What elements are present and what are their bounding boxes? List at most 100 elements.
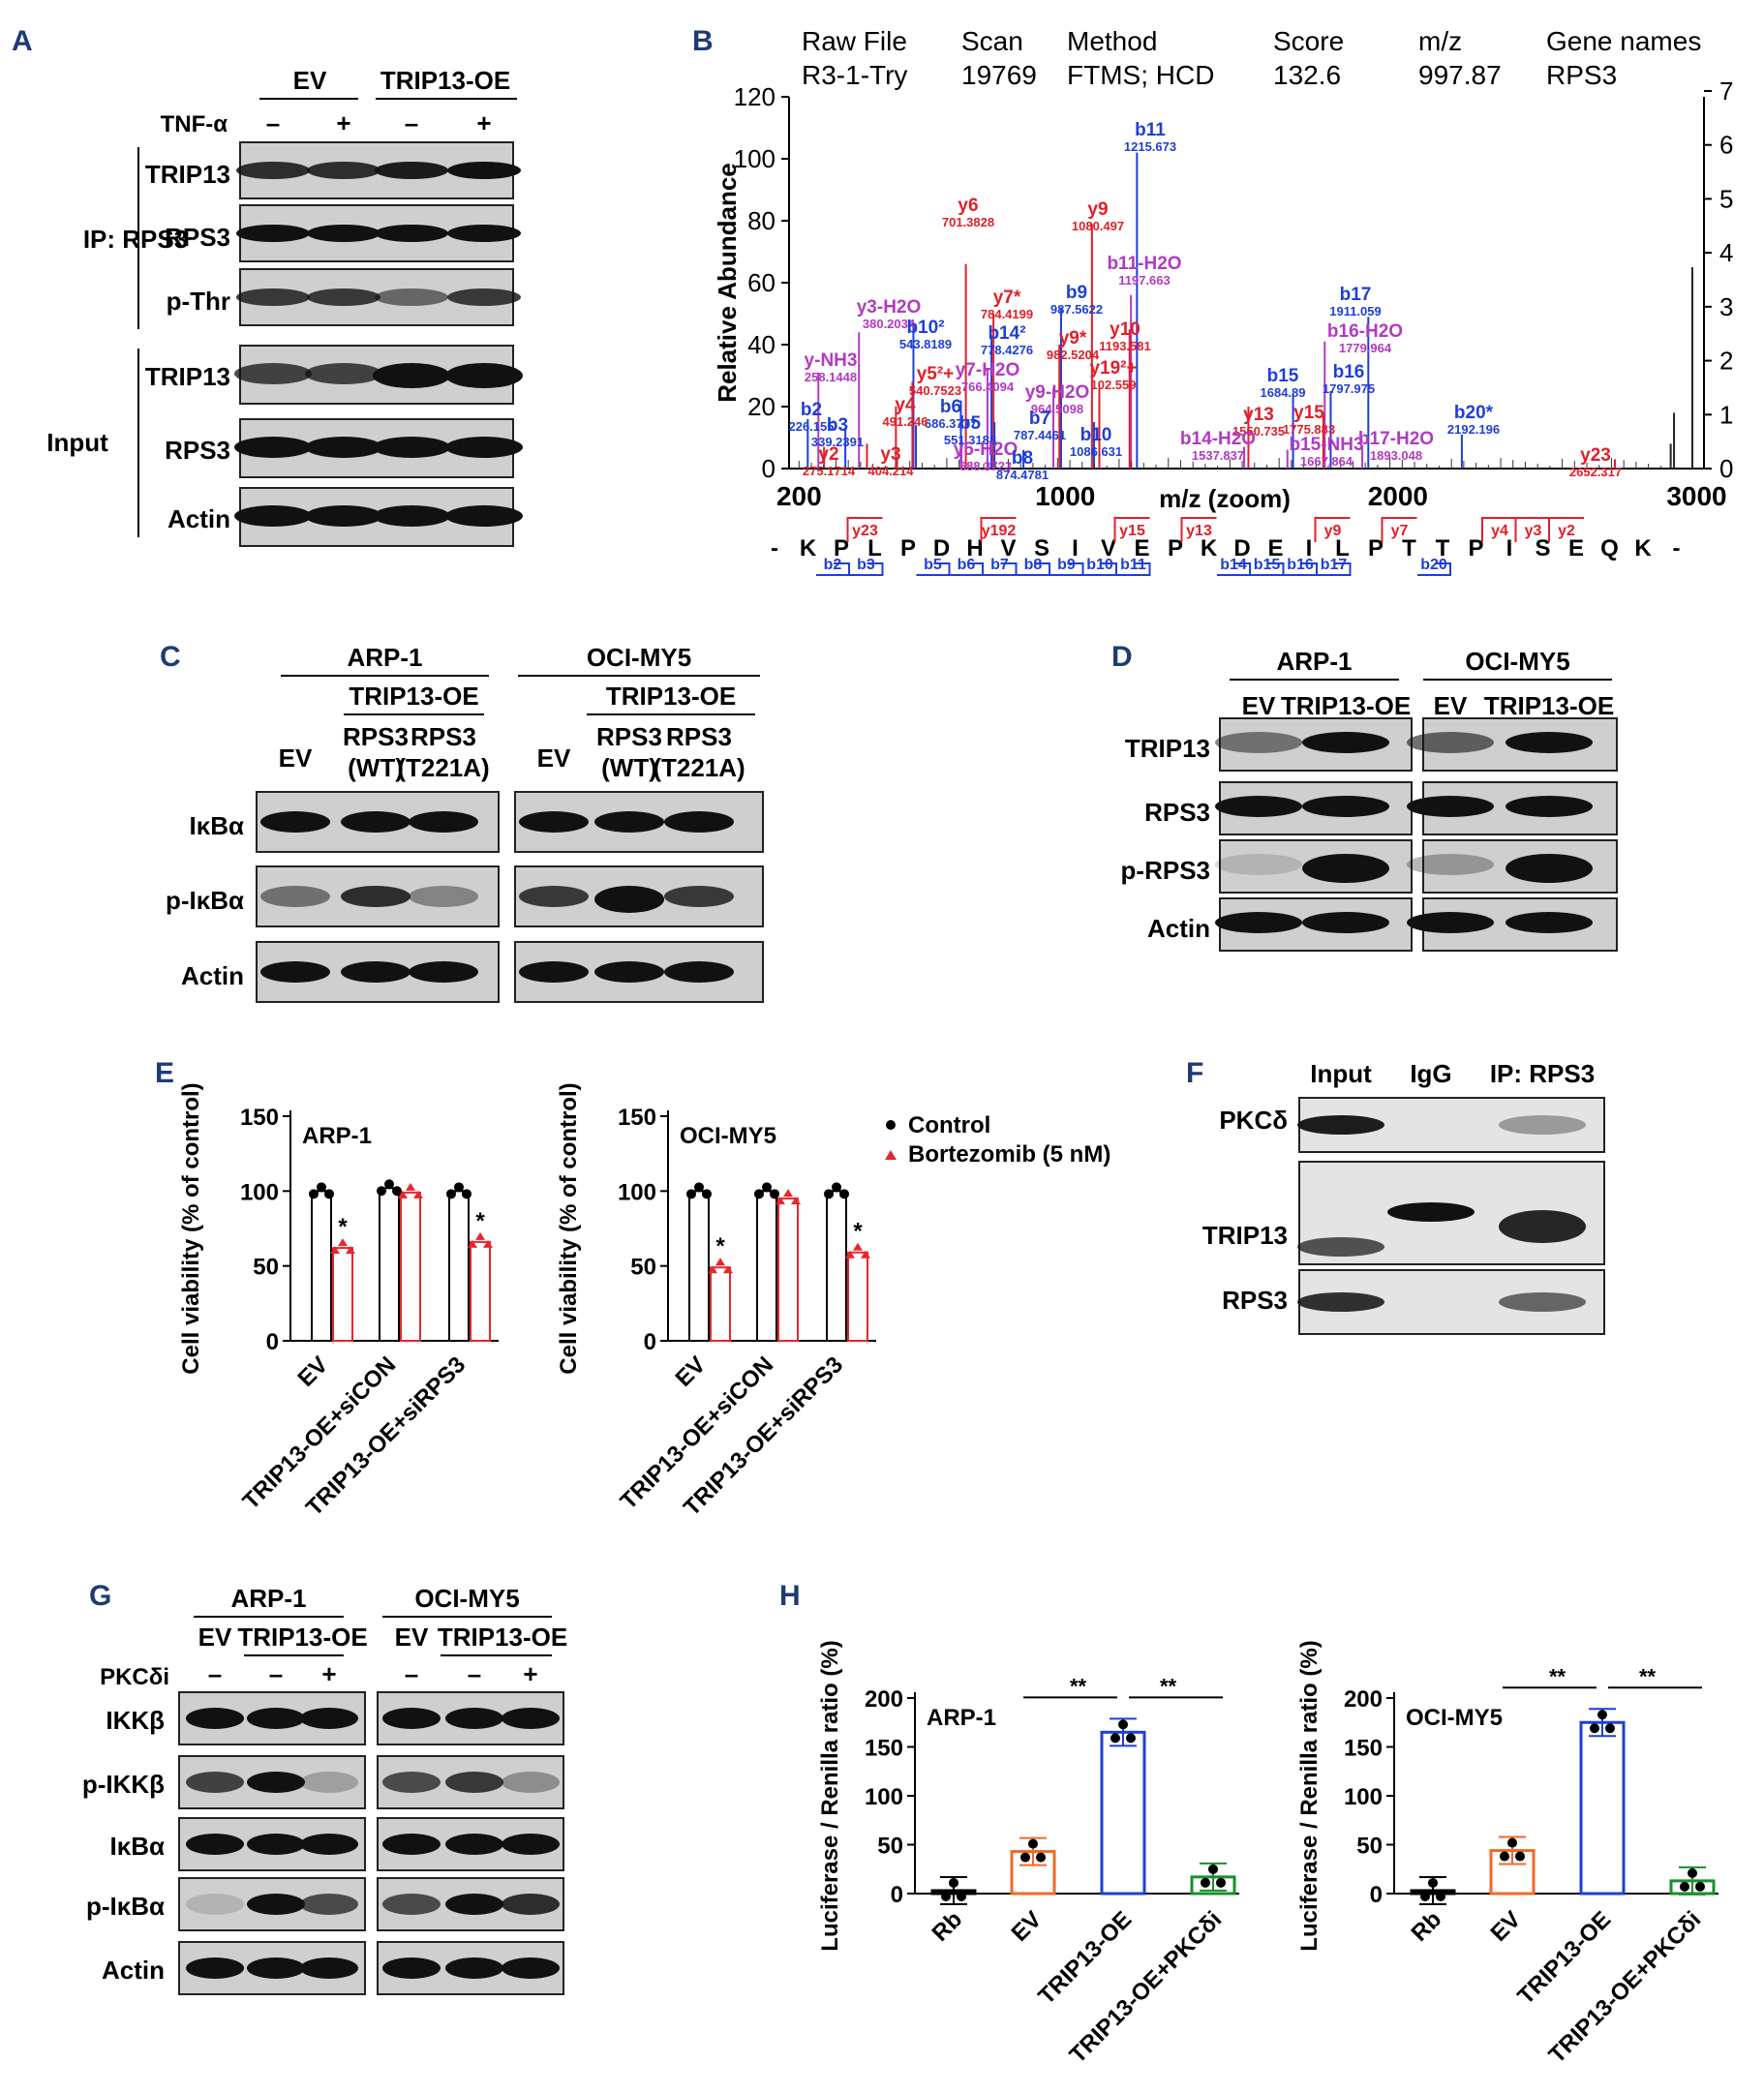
bar-bortezomib xyxy=(710,1266,731,1343)
data-point xyxy=(377,1186,386,1197)
significance-star: * xyxy=(715,1233,725,1259)
blot-row-label: Actin xyxy=(1147,914,1210,943)
y-ion-bracket xyxy=(1314,517,1351,542)
bar-control xyxy=(311,1190,332,1343)
panel-letter-d: D xyxy=(1111,641,1133,673)
lane-label: RPS3 xyxy=(596,722,662,751)
data-point xyxy=(694,1182,704,1193)
chart-title: ARP-1 xyxy=(302,1123,372,1149)
data-point xyxy=(1201,1877,1210,1888)
b-ion-bracket xyxy=(983,562,1018,576)
spectrum-header-value: 997.87 xyxy=(1418,60,1502,90)
data-point xyxy=(338,1238,348,1247)
blot-band xyxy=(307,225,380,242)
b-ion-tag: b15 xyxy=(1254,557,1281,573)
y-tick-label: 120 xyxy=(734,82,776,111)
ion-label: y10 xyxy=(1110,319,1141,340)
peptide-residue: I xyxy=(1306,535,1313,561)
blot-band xyxy=(502,1772,560,1793)
peptide-residue: S xyxy=(1535,535,1550,561)
blot-row-label: RPS3 xyxy=(1222,1286,1288,1315)
data-point xyxy=(384,1179,394,1190)
blot-band xyxy=(1215,912,1302,933)
blot-row-label: p-Thr xyxy=(167,287,230,316)
blot-row-label: Actin xyxy=(181,961,244,990)
blot-band xyxy=(236,162,310,179)
ion-mz: 1911.059 xyxy=(1329,304,1382,318)
panel-letter-a: A xyxy=(12,25,33,57)
ion-mz: 1080.497 xyxy=(1072,219,1124,233)
blot-band xyxy=(382,1894,441,1915)
blot-band xyxy=(375,288,448,306)
ion-label: b17 xyxy=(1340,285,1372,305)
lane-label: EV xyxy=(198,1623,232,1652)
blot-band xyxy=(373,505,450,527)
panel-letter-f: F xyxy=(1186,1057,1203,1089)
legend-marker-control xyxy=(886,1120,896,1130)
y-tick-label: 4 xyxy=(1719,238,1733,267)
data-point xyxy=(1028,1838,1038,1849)
data-point xyxy=(723,1265,733,1274)
data-point xyxy=(1507,1837,1517,1848)
blot-band xyxy=(1407,912,1494,933)
y-tick-label: 100 xyxy=(865,1784,903,1810)
cell-line-label: OCI-MY5 xyxy=(587,643,691,672)
data-point xyxy=(346,1246,355,1255)
y-tick-label: 100 xyxy=(734,144,776,173)
ion-label: b6 xyxy=(940,397,961,417)
ion-mz: 1197.663 xyxy=(1118,273,1171,288)
y-tick-label: 50 xyxy=(253,1255,279,1281)
blot-band xyxy=(502,1894,560,1915)
ion-mz: 380.2034 xyxy=(863,317,916,331)
blot-band xyxy=(234,505,312,527)
b-ion-bracket xyxy=(1417,562,1451,576)
b-ion-bracket xyxy=(950,562,984,576)
y-tick-label: 7 xyxy=(1719,76,1733,106)
lane-label: RPS3 xyxy=(411,722,476,751)
x-category-label: TRIP13-OE+PKCδi xyxy=(1544,1906,1707,2069)
peptide-residue: H xyxy=(966,535,983,561)
legend-label: Bortezomib (5 nM) xyxy=(908,1141,1110,1168)
data-point xyxy=(839,1189,849,1199)
treatment-sign: + xyxy=(476,108,491,137)
ion-label: b2 xyxy=(801,400,822,420)
treatment-sign: – xyxy=(266,108,280,137)
y-tick-label: 150 xyxy=(618,1105,656,1131)
b-ion-bracket xyxy=(1317,562,1352,576)
b-ion-tag: b8 xyxy=(1024,557,1043,573)
y-tick-label: 80 xyxy=(747,206,776,235)
data-point xyxy=(791,1197,801,1205)
ion-label: y13 xyxy=(1243,405,1274,425)
data-point xyxy=(949,1877,958,1888)
y-ion-bracket xyxy=(1180,517,1217,542)
ion-label: b8 xyxy=(1012,448,1033,469)
blot-band xyxy=(305,437,382,458)
lane-label: EV xyxy=(395,1623,429,1652)
b-ion-tag: b5 xyxy=(924,557,942,573)
ion-mz: 1550.735 xyxy=(1232,424,1285,439)
y-tick-label: 20 xyxy=(747,392,776,421)
ion-label: b11-H2O xyxy=(1107,254,1181,274)
ion-mz: 1215.673 xyxy=(1124,139,1176,154)
bar-control xyxy=(756,1190,777,1343)
lane-label: EV xyxy=(1242,691,1276,720)
ion-label: y-NH3 xyxy=(805,350,858,371)
data-point xyxy=(462,1189,471,1199)
data-point xyxy=(1036,1852,1046,1863)
blot-band xyxy=(445,1708,503,1729)
blot-band xyxy=(373,437,450,458)
data-point xyxy=(845,1250,855,1259)
b-ion-tag: b10 xyxy=(1086,557,1113,573)
blot-band xyxy=(1302,732,1389,753)
x-category-label: Rb xyxy=(928,1906,968,1947)
ion-mz: 701.3828 xyxy=(942,215,994,229)
peptide-residue: K xyxy=(800,535,817,561)
ion-mz: 226.155 xyxy=(789,419,835,434)
blot-row-label: Actin xyxy=(167,504,230,533)
blot-band xyxy=(1505,796,1593,817)
ion-mz: 686.3777 xyxy=(925,416,977,431)
ion-label: b16 xyxy=(1333,362,1365,382)
lane-label: IgG xyxy=(1410,1059,1451,1088)
spectrum-header-value: 132.6 xyxy=(1273,60,1341,90)
significance-star: ** xyxy=(1639,1664,1657,1688)
